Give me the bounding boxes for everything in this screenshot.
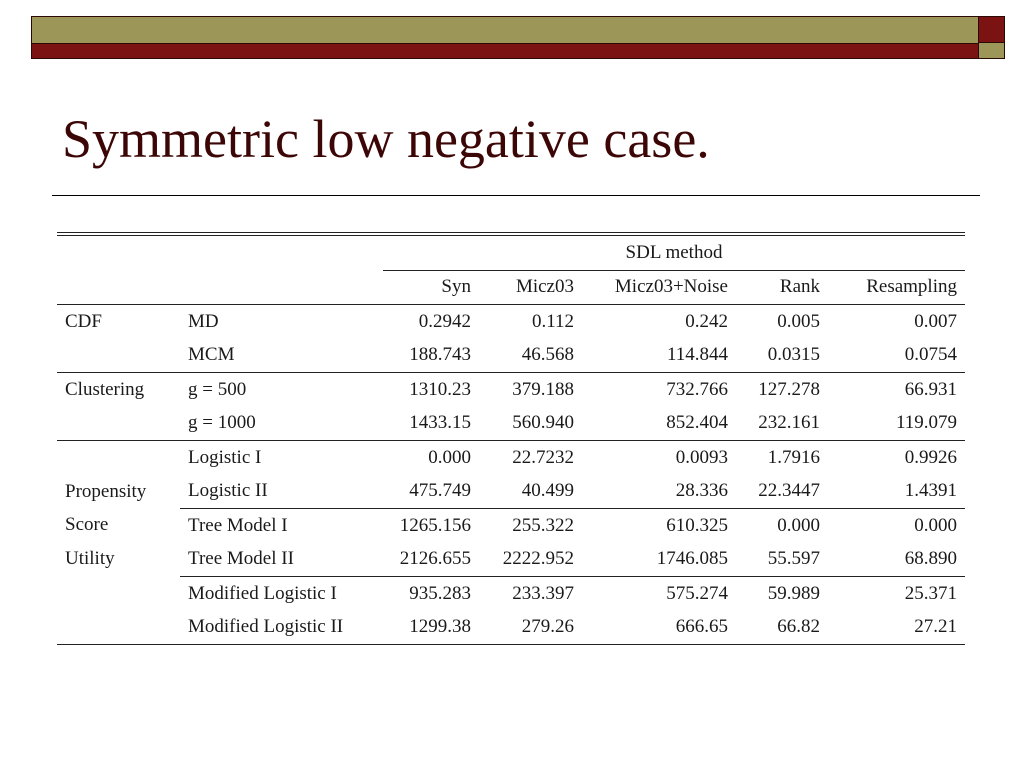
table-cell: 1433.15: [409, 412, 471, 434]
table-row: MCM 188.743 46.568 114.844 0.0315 0.0754: [57, 339, 965, 373]
table-row: Clustering g = 500 1310.23 379.188 732.7…: [57, 372, 965, 407]
row-measure: Tree Model I: [180, 508, 383, 543]
table-cell: 2222.952: [502, 548, 574, 570]
results-table: SDL method Syn Micz03 Micz03+Noise Rank …: [57, 232, 965, 645]
table-cell: 1299.38: [409, 616, 471, 638]
table-cell: 0.0315: [767, 344, 820, 366]
table-cell: 0.000: [828, 508, 965, 543]
table-column-header-row: Syn Micz03 Micz03+Noise Rank Resampling: [57, 270, 965, 305]
row-measure: MD: [180, 304, 383, 339]
table-cell: 233.397: [479, 576, 582, 611]
row-measure: Logistic II: [188, 480, 268, 502]
row-measure: g = 500: [180, 372, 383, 407]
table-cell: 666.65: [675, 616, 728, 638]
table-cell: 255.322: [479, 508, 582, 543]
table-cell: 68.890: [904, 548, 957, 570]
table-row: Modified Logistic II 1299.38 279.26 666.…: [57, 611, 965, 645]
category-line: Score: [65, 514, 109, 535]
table-row: Tree Model I 1265.156 255.322 610.325 0.…: [57, 508, 965, 543]
table-cell: 25.371: [828, 576, 965, 611]
table-cell: 935.283: [383, 576, 479, 611]
table-cell: 0.112: [479, 304, 582, 339]
category-line: Utility: [65, 547, 115, 569]
table-cell: 46.568: [521, 344, 574, 366]
column-header: Resampling: [866, 276, 957, 298]
category-clustering: Clustering: [57, 372, 180, 407]
row-measure: Logistic I: [180, 440, 383, 475]
table-cell: 1.7916: [736, 440, 828, 475]
table-cell: 0.2942: [383, 304, 479, 339]
table-row: Propensity Score Utility Logistic I 0.00…: [57, 440, 965, 645]
table-cell: 66.82: [777, 616, 820, 638]
column-header: Rank: [779, 276, 820, 298]
table-cell: 27.21: [914, 616, 957, 638]
row-measure: Tree Model II: [188, 548, 294, 570]
banner-maroon-stripe: [32, 44, 978, 58]
table-cell: 379.188: [479, 372, 582, 407]
table-cell: 1746.085: [656, 548, 728, 570]
table-cell: 22.3447: [758, 480, 820, 502]
table-cell: 0.0754: [904, 344, 957, 366]
table-cell: 59.989: [736, 576, 828, 611]
table-cell: 1310.23: [383, 372, 479, 407]
row-measure: MCM: [188, 344, 235, 366]
table-row: CDF MD 0.2942 0.112 0.242 0.005 0.007: [57, 304, 965, 339]
category-cdf: CDF: [57, 304, 180, 339]
group-header-sdl-method: SDL method: [383, 234, 965, 271]
table-cell: 2126.655: [399, 548, 471, 570]
column-header: Micz03: [515, 276, 574, 298]
row-measure: Modified Logistic II: [188, 616, 344, 638]
row-measure: g = 1000: [188, 412, 256, 434]
table-row: Modified Logistic I 935.283 233.397 575.…: [57, 576, 965, 611]
table-cell: 40.499: [521, 480, 574, 502]
table-cell: 232.161: [758, 412, 820, 434]
table-cell: 575.274: [582, 576, 736, 611]
banner-corner-olive-square: [978, 43, 1004, 58]
table-cell: 55.597: [767, 548, 820, 570]
table-cell: 0.0093: [582, 440, 736, 475]
table-cell: 1265.156: [383, 508, 479, 543]
table-cell: 119.079: [895, 412, 957, 434]
table-cell: 1.4391: [904, 480, 957, 502]
table-cell: 610.325: [582, 508, 736, 543]
table-cell: 66.931: [828, 372, 965, 407]
table-cell: 114.844: [666, 344, 728, 366]
banner-corner-red-square: [978, 17, 1004, 43]
title-divider: [52, 195, 980, 196]
category-line: Propensity: [65, 480, 147, 502]
slide-title: Symmetric low negative case.: [62, 109, 710, 169]
table-cell: 0.242: [582, 304, 736, 339]
table-cell: 732.766: [582, 372, 736, 407]
row-measure: Modified Logistic I: [180, 576, 383, 611]
top-banner: [31, 16, 1005, 59]
table-cell: 475.749: [409, 480, 471, 502]
table-row: g = 1000 1433.15 560.940 852.404 232.161…: [57, 407, 965, 441]
table-cell: 560.940: [512, 412, 574, 434]
table-cell: 0.005: [736, 304, 828, 339]
column-header: Syn: [441, 276, 471, 298]
table-cell: 28.336: [675, 480, 728, 502]
table-cell: 188.743: [409, 344, 471, 366]
table-row: Tree Model II 2126.655 2222.952 1746.085…: [57, 543, 965, 577]
banner-olive-stripe: [32, 17, 978, 44]
category-propensity-score-utility: Propensity Score Utility: [57, 440, 180, 645]
table-row: Logistic II 475.749 40.499 28.336 22.344…: [57, 475, 965, 509]
table-cell: 22.7232: [479, 440, 582, 475]
table-group-header-row: SDL method: [57, 234, 965, 271]
table-cell: 0.000: [383, 440, 479, 475]
table-cell: 279.26: [521, 616, 574, 638]
column-header: Micz03+Noise: [614, 276, 728, 298]
table-cell: 0.9926: [828, 440, 965, 475]
table-cell: 0.000: [736, 508, 828, 543]
table-cell: 0.007: [828, 304, 965, 339]
table-cell: 127.278: [736, 372, 828, 407]
table-cell: 852.404: [666, 412, 728, 434]
